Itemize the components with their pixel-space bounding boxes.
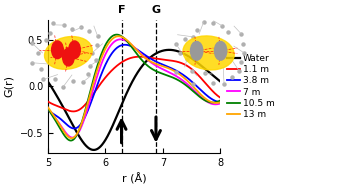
Line: 1.1 m: 1.1 m [48,57,220,112]
3.8 m [91,97,95,99]
10.5 m [218,99,222,102]
1.1 m [46,101,50,103]
Water [46,81,50,83]
3.8 m [72,127,76,130]
10.5 m [148,67,152,69]
13 m [176,72,180,74]
Ellipse shape [44,36,92,69]
10.5 m [77,129,81,132]
3.8 m [124,44,129,46]
1.1 m [71,110,76,113]
1.1 m [91,94,95,96]
13 m [148,60,152,62]
Ellipse shape [183,36,234,70]
13 m [91,84,95,87]
Circle shape [63,48,74,66]
10.5 m [161,73,166,75]
7 m [176,76,180,78]
13 m [161,65,166,68]
3.8 m [176,71,180,73]
1.1 m [124,59,128,61]
Water [161,49,166,52]
13 m [77,129,81,131]
1.1 m [148,57,152,59]
Text: F: F [118,5,125,15]
10.5 m [46,108,50,110]
Water [92,149,96,151]
X-axis label: r (Å): r (Å) [122,174,146,185]
10.5 m [69,139,73,142]
3.8 m [77,125,81,128]
13 m [218,101,222,103]
Circle shape [214,42,227,60]
1.1 m [218,96,222,99]
Water [77,134,81,136]
13 m [116,35,120,37]
10.5 m [124,40,129,42]
7 m [124,40,129,42]
7 m [46,108,50,110]
Water [218,80,222,83]
13 m [69,137,74,139]
3.8 m [218,101,222,103]
Line: 10.5 m: 10.5 m [48,35,220,141]
3.8 m [148,57,152,60]
1.1 m [77,109,81,111]
1.1 m [176,61,180,63]
7 m [148,61,152,63]
Circle shape [190,42,203,60]
10.5 m [115,33,119,36]
Circle shape [69,41,80,59]
3.8 m [161,64,166,66]
7 m [70,136,75,139]
13 m [46,106,50,108]
7 m [91,90,95,92]
Circle shape [52,41,63,59]
1.1 m [138,56,142,58]
Line: 7 m: 7 m [48,39,220,138]
Water [167,49,171,51]
Water [124,93,128,95]
3.8 m [46,108,50,111]
Y-axis label: G(r): G(r) [4,75,14,98]
Line: 3.8 m: 3.8 m [48,45,220,129]
10.5 m [91,81,95,83]
7 m [118,38,122,40]
1.1 m [161,59,166,61]
Legend: Water, 1.1 m, 3.8 m, 7 m, 10.5 m, 13 m: Water, 1.1 m, 3.8 m, 7 m, 10.5 m, 13 m [226,53,275,120]
Water [148,57,152,59]
Water [90,149,94,151]
7 m [77,131,81,133]
Line: Water: Water [48,50,220,150]
Line: 13 m: 13 m [48,36,220,138]
Text: G: G [152,5,160,15]
13 m [124,39,129,41]
3.8 m [123,44,127,46]
7 m [218,102,222,105]
Water [176,50,180,53]
7 m [161,68,166,71]
10.5 m [176,79,180,81]
